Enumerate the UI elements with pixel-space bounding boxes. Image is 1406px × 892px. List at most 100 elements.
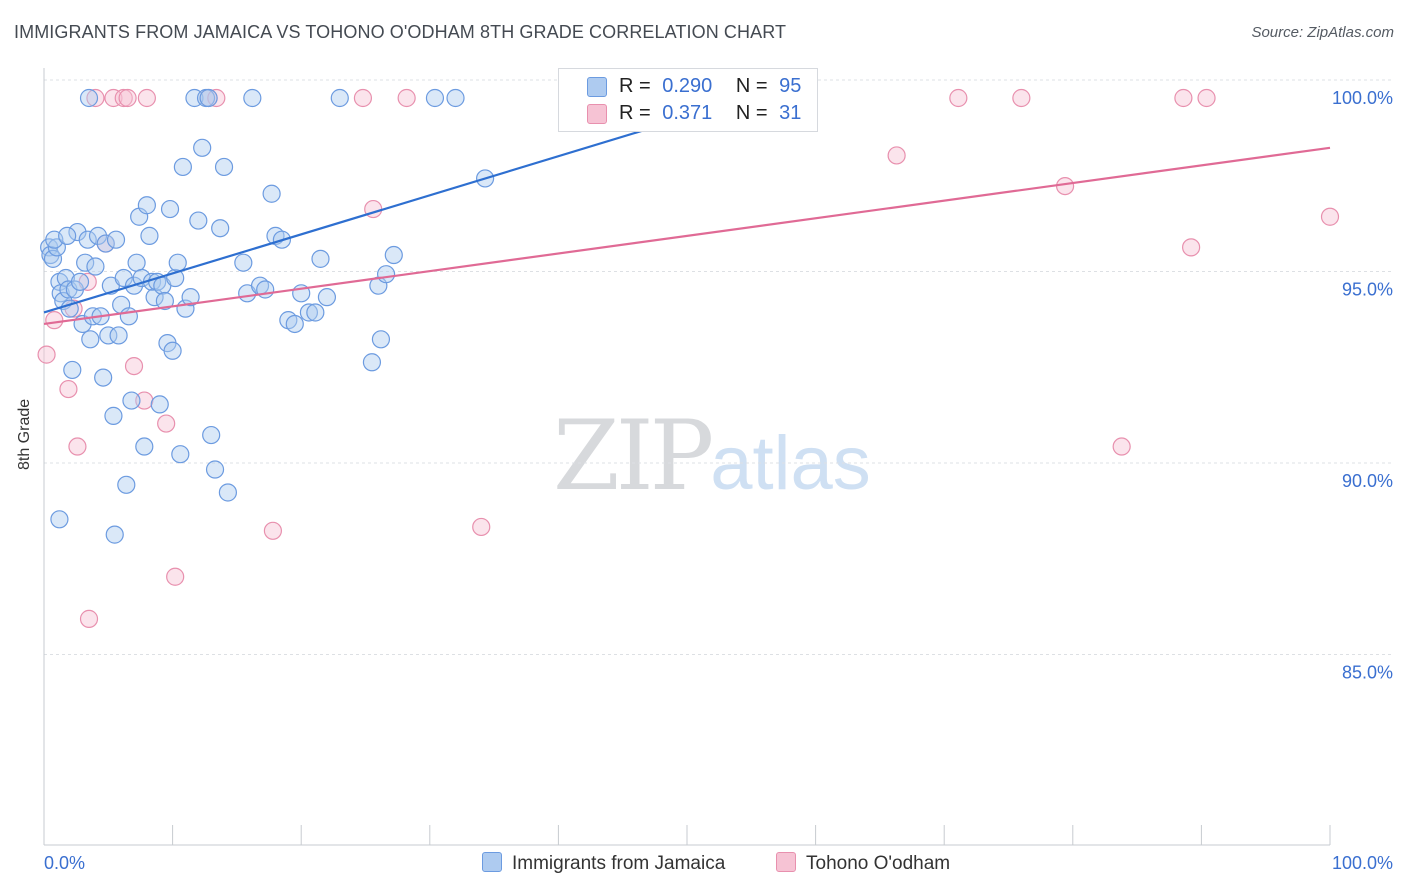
point-jamaica xyxy=(114,268,133,288)
point-jamaica xyxy=(234,253,253,272)
point-jamaica xyxy=(96,234,115,253)
point-jamaica xyxy=(168,253,187,272)
point-tohono xyxy=(104,88,123,108)
point-jamaica xyxy=(137,196,156,215)
point-jamaica xyxy=(362,353,382,372)
point-tohono xyxy=(887,146,906,165)
point-tohono xyxy=(124,357,144,376)
point-jamaica xyxy=(211,219,230,238)
point-jamaica xyxy=(117,475,136,494)
point-tohono xyxy=(157,414,176,433)
point-jamaica xyxy=(317,288,337,307)
point-tohono xyxy=(68,437,87,456)
point-jamaica xyxy=(330,88,349,108)
point-jamaica xyxy=(193,138,212,157)
point-jamaica xyxy=(205,460,225,479)
y-tick-labels: 85.0% 90.0% 95.0% 100.0% xyxy=(1332,88,1393,683)
point-jamaica xyxy=(81,330,100,349)
point-jamaica xyxy=(173,157,192,177)
bottom-legend-label-jamaica: Immigrants from Jamaica xyxy=(512,853,726,874)
point-tohono xyxy=(86,88,105,108)
point-jamaica xyxy=(243,88,262,108)
point-jamaica xyxy=(94,368,113,387)
legend-n-value: 31 xyxy=(779,102,802,124)
point-jamaica xyxy=(262,184,281,203)
point-tohono xyxy=(1112,437,1131,456)
x-tick-label: 100.0% xyxy=(1332,853,1393,873)
point-jamaica xyxy=(155,291,174,311)
point-jamaica xyxy=(88,226,108,245)
point-jamaica xyxy=(189,211,208,230)
point-tohono xyxy=(263,521,283,540)
stats-legend: R = 0.290 N = 95 R = 0.371 N = 31 xyxy=(558,68,818,132)
point-jamaica xyxy=(105,525,124,544)
point-jamaica xyxy=(104,406,123,425)
point-jamaica xyxy=(78,230,97,249)
point-tohono xyxy=(1320,207,1340,226)
point-tohono xyxy=(45,311,64,330)
point-jamaica xyxy=(181,288,200,307)
legend-n-label: N = xyxy=(735,75,768,97)
series-jamaica-points xyxy=(40,88,495,544)
point-tohono xyxy=(949,88,968,108)
point-jamaica xyxy=(68,222,87,242)
point-tohono xyxy=(353,88,373,108)
legend-r-label: R = xyxy=(619,75,651,97)
point-jamaica xyxy=(76,253,95,272)
point-jamaica xyxy=(63,360,82,380)
y-tick-label: 100.0% xyxy=(1332,88,1393,108)
point-jamaica xyxy=(119,307,138,326)
point-jamaica xyxy=(99,326,118,345)
point-jamaica xyxy=(202,425,221,445)
legend-r-value: 0.290 xyxy=(662,75,713,97)
point-tohono xyxy=(397,88,416,108)
point-tohono xyxy=(37,345,56,364)
point-jamaica xyxy=(425,88,445,108)
bottom-legend-swatch-jamaica xyxy=(482,852,502,872)
axes xyxy=(43,68,1331,846)
point-jamaica xyxy=(306,303,325,322)
bottom-legend-tohono: Tohono O'odham xyxy=(776,852,950,875)
point-jamaica xyxy=(109,326,128,345)
point-jamaica xyxy=(285,314,304,334)
point-tohono xyxy=(166,567,185,586)
point-jamaica xyxy=(371,330,391,349)
point-tohono xyxy=(207,88,226,108)
point-jamaica xyxy=(376,265,396,284)
legend-n-label: N = xyxy=(735,102,768,124)
trend-line-tohono xyxy=(43,146,1331,326)
point-tohono xyxy=(1197,88,1216,108)
point-tohono xyxy=(1055,176,1075,196)
bottom-legend-jamaica: Immigrants from Jamaica xyxy=(482,852,725,875)
x-tick-label: 0.0% xyxy=(44,853,85,873)
point-jamaica xyxy=(218,483,237,502)
point-tohono xyxy=(118,88,137,108)
point-jamaica xyxy=(106,230,126,249)
point-jamaica xyxy=(171,445,190,464)
point-jamaica xyxy=(50,510,69,529)
legend-r-value: 0.371 xyxy=(662,102,713,124)
chart-title: IMMIGRANTS FROM JAMAICA VS TOHONO O'ODHA… xyxy=(14,22,787,42)
point-jamaica xyxy=(127,253,146,272)
source-credit: Source: ZipAtlas.com xyxy=(1251,24,1394,41)
point-jamaica xyxy=(160,199,180,219)
point-tohono xyxy=(135,391,154,410)
x-tick-labels: 0.0% 100.0% xyxy=(44,853,1393,873)
point-jamaica xyxy=(86,257,105,276)
point-tohono xyxy=(1174,88,1193,108)
point-jamaica xyxy=(299,303,319,322)
y-axis-label: 8th Grade xyxy=(16,398,33,470)
point-jamaica xyxy=(163,341,182,360)
point-jamaica xyxy=(79,88,99,108)
point-tohono xyxy=(114,88,133,108)
series-tohono-points xyxy=(37,88,1340,628)
bottom-legend-label-tohono: Tohono O'odham xyxy=(806,853,951,874)
legend-n-value: 95 xyxy=(779,75,802,97)
legend-swatch-jamaica xyxy=(587,77,607,97)
legend-r-label: R = xyxy=(619,102,651,124)
point-jamaica xyxy=(122,391,141,410)
point-jamaica xyxy=(199,88,218,108)
point-tohono xyxy=(137,88,156,108)
y-tick-label: 85.0% xyxy=(1342,663,1393,683)
